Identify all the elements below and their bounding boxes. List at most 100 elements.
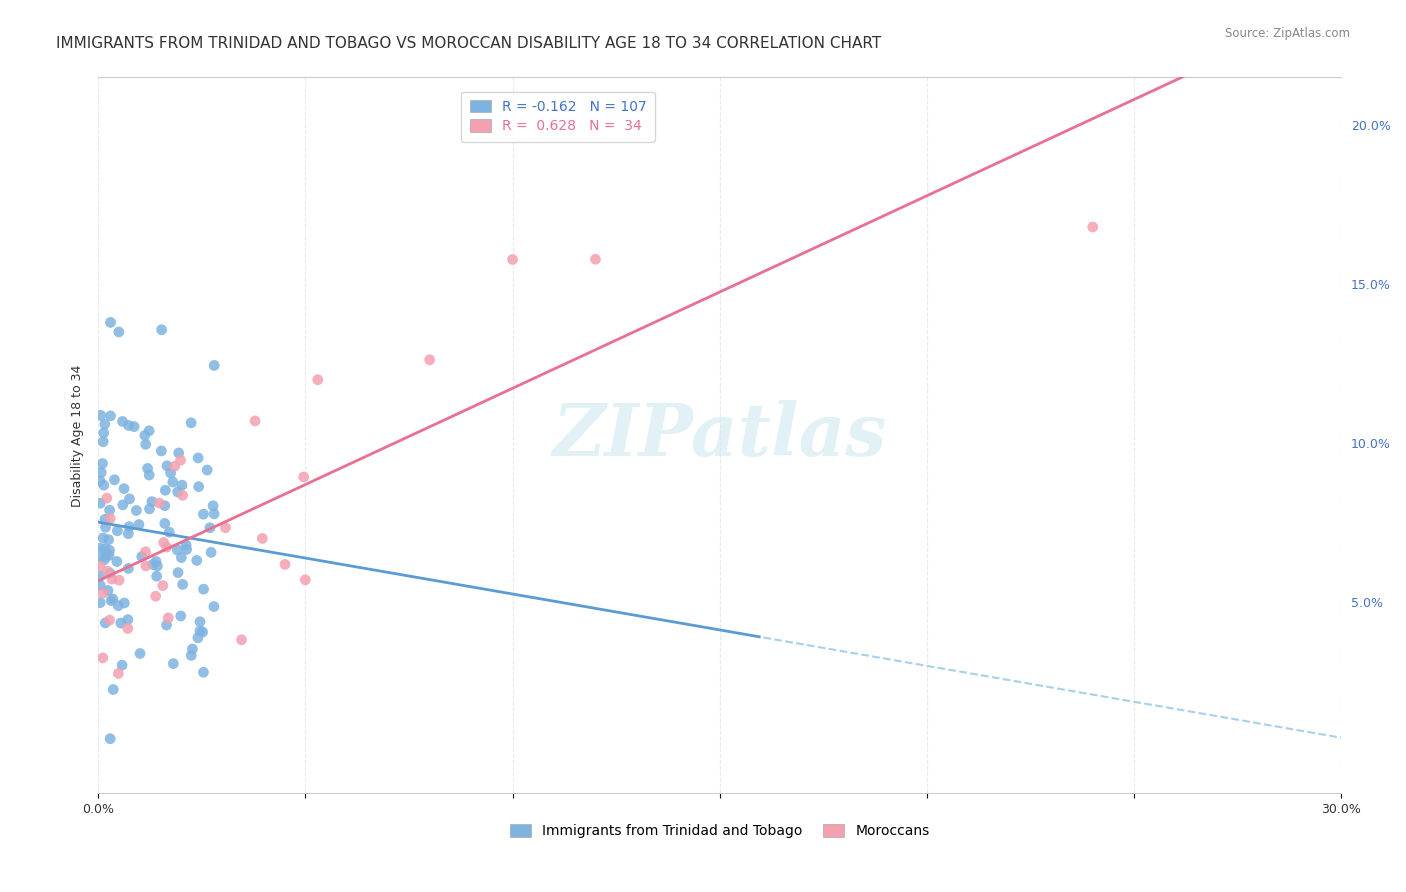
Point: [108, 573, 131, 587]
Point: [89, 569, 111, 583]
Point: [187, 450, 209, 465]
Point: [180, 416, 202, 430]
Point: [118, 491, 141, 506]
Point: [202, 499, 225, 513]
Point: [180, 648, 202, 663]
Point: [152, 535, 174, 549]
Point: [146, 559, 169, 574]
Point: [128, 517, 150, 532]
Point: [142, 558, 165, 572]
Point: [98, 549, 121, 563]
Point: [89, 496, 111, 510]
Legend: Immigrants from Trinidad and Tobago, Moroccans: Immigrants from Trinidad and Tobago, Mor…: [505, 819, 935, 844]
Point: [162, 475, 184, 489]
Point: [167, 566, 190, 580]
Point: [159, 466, 181, 480]
Point: [129, 647, 152, 661]
Point: [170, 478, 193, 492]
Point: [156, 458, 179, 473]
Point: [98, 511, 121, 525]
Point: [155, 540, 177, 554]
Point: [200, 545, 222, 559]
Point: [89, 578, 111, 592]
Point: [96, 491, 118, 505]
Point: [170, 609, 193, 624]
Point: [97, 564, 120, 578]
Point: [90, 466, 112, 480]
Point: [155, 483, 177, 498]
Point: [94, 512, 117, 526]
Point: [135, 437, 157, 451]
Point: [502, 252, 524, 267]
Point: [90, 409, 112, 423]
Point: [111, 658, 134, 673]
Point: [105, 555, 128, 569]
Point: [108, 325, 131, 339]
Text: IMMIGRANTS FROM TRINIDAD AND TOBAGO VS MOROCCAN DISABILITY AGE 18 TO 34 CORRELAT: IMMIGRANTS FROM TRINIDAD AND TOBAGO VS M…: [56, 36, 882, 51]
Point: [94, 541, 117, 556]
Point: [202, 359, 225, 373]
Point: [98, 613, 121, 627]
Point: [181, 642, 204, 657]
Point: [131, 549, 153, 564]
Point: [170, 550, 193, 565]
Point: [103, 682, 125, 697]
Point: [117, 418, 139, 433]
Point: [274, 558, 297, 572]
Point: [97, 583, 120, 598]
Point: [91, 457, 114, 471]
Point: [91, 586, 114, 600]
Point: [134, 428, 156, 442]
Point: [94, 548, 117, 562]
Point: [138, 468, 160, 483]
Text: ZIPatlas: ZIPatlas: [553, 400, 887, 471]
Point: [89, 596, 111, 610]
Text: Source: ZipAtlas.com: Source: ZipAtlas.com: [1225, 27, 1350, 40]
Point: [583, 252, 606, 267]
Point: [188, 615, 211, 629]
Point: [98, 503, 121, 517]
Point: [122, 419, 145, 434]
Point: [191, 625, 214, 640]
Point: [98, 543, 121, 558]
Point: [117, 526, 139, 541]
Point: [193, 665, 215, 680]
Point: [138, 501, 160, 516]
Point: [193, 582, 215, 596]
Point: [166, 543, 188, 558]
Point: [100, 315, 122, 329]
Point: [91, 531, 114, 545]
Point: [169, 453, 191, 467]
Point: [1081, 219, 1104, 234]
Point: [172, 577, 194, 591]
Point: [90, 550, 112, 565]
Point: [176, 542, 198, 557]
Point: [134, 545, 156, 559]
Point: [117, 622, 139, 636]
Y-axis label: Disability Age 18 to 34: Disability Age 18 to 34: [72, 364, 84, 507]
Point: [148, 496, 170, 510]
Point: [89, 474, 111, 488]
Point: [187, 631, 209, 645]
Point: [111, 414, 134, 428]
Point: [110, 615, 132, 630]
Point: [145, 589, 167, 603]
Point: [419, 352, 441, 367]
Point: [150, 323, 173, 337]
Point: [153, 499, 176, 513]
Point: [172, 488, 194, 502]
Point: [202, 599, 225, 614]
Point: [252, 532, 274, 546]
Point: [105, 524, 128, 538]
Point: [174, 538, 197, 552]
Point: [153, 516, 176, 531]
Point: [135, 558, 157, 573]
Point: [89, 541, 111, 556]
Point: [93, 478, 115, 492]
Point: [100, 593, 122, 607]
Point: [93, 552, 115, 566]
Point: [186, 553, 208, 567]
Point: [162, 657, 184, 671]
Point: [94, 417, 117, 431]
Point: [292, 470, 315, 484]
